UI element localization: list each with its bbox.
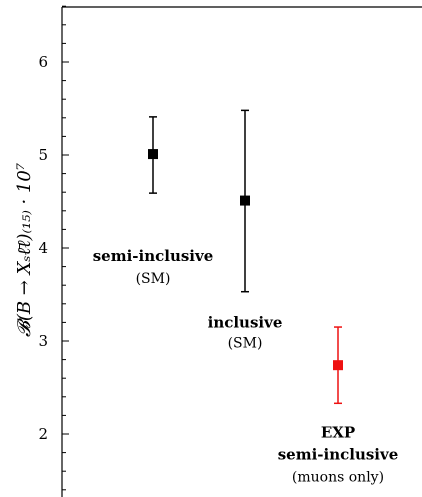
data-point-group: inclusive (SM): [208, 109, 283, 352]
point-sublabel: (SM): [228, 336, 263, 352]
point-label-line2: semi-inclusive: [278, 445, 399, 463]
y-tick-label: 6: [38, 53, 48, 71]
point-label: EXP: [321, 423, 355, 441]
y-tick-label: 4: [38, 239, 48, 257]
point-sublabel: (muons only): [292, 469, 384, 485]
data-marker: [240, 195, 250, 206]
y-ticks: 2 3 4 5 6: [38, 5, 69, 491]
data-marker: [148, 149, 158, 160]
y-tick-label: 3: [38, 332, 48, 350]
data-point-group: semi-inclusive (SM): [93, 116, 214, 287]
y-tick-label: 5: [38, 146, 48, 164]
y-tick-label: 2: [38, 425, 48, 443]
point-label: semi-inclusive: [93, 247, 214, 265]
data-marker: [333, 360, 343, 371]
point-label: inclusive: [208, 314, 283, 332]
point-sublabel: (SM): [136, 271, 171, 287]
data-points: semi-inclusive (SM) inclusive (SM) EXP semi-i…: [93, 109, 399, 485]
y-axis-label: 𝓑(B → Xₛℓ̄ℓ)₍₁₅₎ · 10⁷: [14, 163, 35, 337]
data-point-group: EXP semi-inclusive (muons only): [278, 326, 399, 485]
